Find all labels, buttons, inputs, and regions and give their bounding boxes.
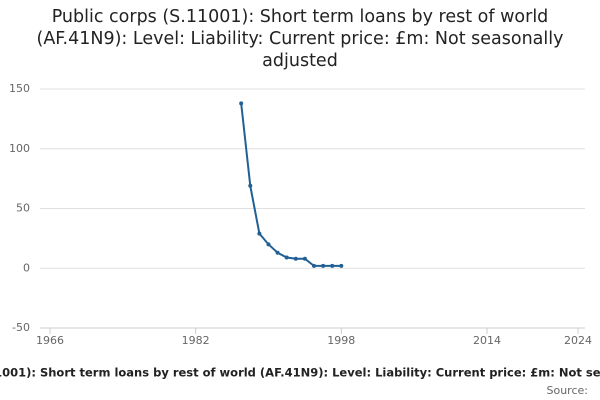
marker xyxy=(239,101,244,106)
source: Source: xyxy=(547,384,589,397)
marker xyxy=(321,263,326,268)
marker xyxy=(248,183,253,188)
marker xyxy=(257,231,262,236)
chart-title: Public corps (S.11001): Short term loans… xyxy=(36,7,564,71)
marker xyxy=(275,250,280,255)
y-tick-label: -50 xyxy=(12,321,30,334)
marker xyxy=(312,263,316,268)
marker xyxy=(330,263,335,268)
marker xyxy=(302,256,307,261)
line xyxy=(240,103,342,267)
y-tick-label: 150 xyxy=(9,82,30,95)
x-tick-label: 2024 xyxy=(564,334,592,347)
x-tick-label: 2014 xyxy=(473,334,501,347)
marker xyxy=(284,255,289,260)
x-tick-label: 1966 xyxy=(36,334,64,347)
marker xyxy=(266,242,271,247)
marker xyxy=(339,263,344,268)
y-tick-label: 50 xyxy=(16,202,30,215)
marker xyxy=(293,256,298,261)
x-tick-label: 1998 xyxy=(327,334,355,347)
x-axis-label: Public corps (S.11001): Short term loans… xyxy=(0,366,600,380)
y-tick-label: 100 xyxy=(9,142,30,155)
x-tick-label: 1982 xyxy=(182,334,210,347)
y-tick-label: 0 xyxy=(23,261,30,274)
